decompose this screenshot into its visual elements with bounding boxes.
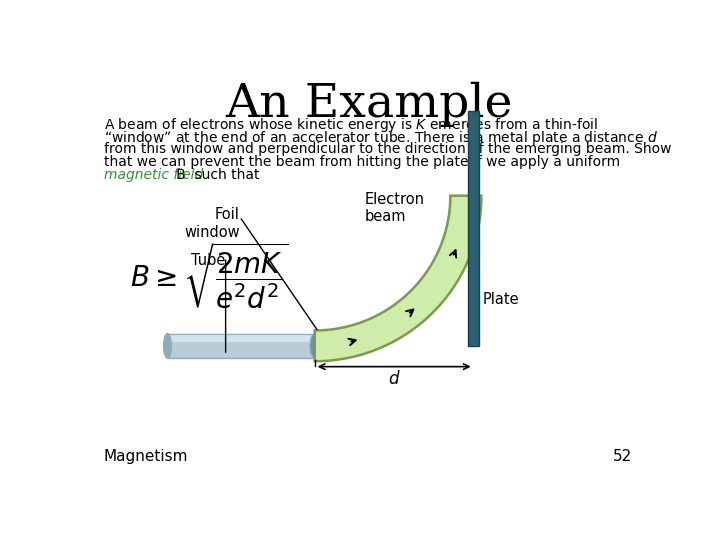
- Text: $B \geq \sqrt{\dfrac{2mK}{e^2d^2}}$: $B \geq \sqrt{\dfrac{2mK}{e^2d^2}}$: [130, 240, 289, 309]
- Bar: [168, 334, 315, 358]
- Text: Electron
beam: Electron beam: [365, 192, 425, 224]
- Text: An Example: An Example: [225, 82, 513, 127]
- Text: magnetic field: magnetic field: [104, 168, 203, 182]
- Polygon shape: [315, 195, 482, 361]
- Text: “window” at the end of an accelerator tube. There is a metal plate a distance $d: “window” at the end of an accelerator tu…: [104, 129, 658, 147]
- Bar: [468, 111, 479, 346]
- Text: Foil
window: Foil window: [184, 207, 240, 240]
- Ellipse shape: [163, 334, 171, 358]
- Text: from this window and perpendicular to the direction of the emerging beam. Show: from this window and perpendicular to th…: [104, 142, 672, 156]
- Ellipse shape: [310, 334, 320, 358]
- Text: Magnetism: Magnetism: [104, 449, 189, 464]
- Bar: [168, 335, 315, 342]
- Text: B  such that: B such that: [163, 168, 259, 182]
- Text: A beam of electrons whose kinetic energy is $K$ emerges from a thin-foil: A beam of electrons whose kinetic energy…: [104, 116, 598, 133]
- Text: Tube: Tube: [192, 253, 225, 268]
- Text: $d$: $d$: [388, 370, 400, 388]
- Text: that we can prevent the beam from hitting the plate if we apply a uniform: that we can prevent the beam from hittin…: [104, 155, 620, 169]
- Text: Plate: Plate: [483, 292, 520, 307]
- Text: 52: 52: [613, 449, 632, 464]
